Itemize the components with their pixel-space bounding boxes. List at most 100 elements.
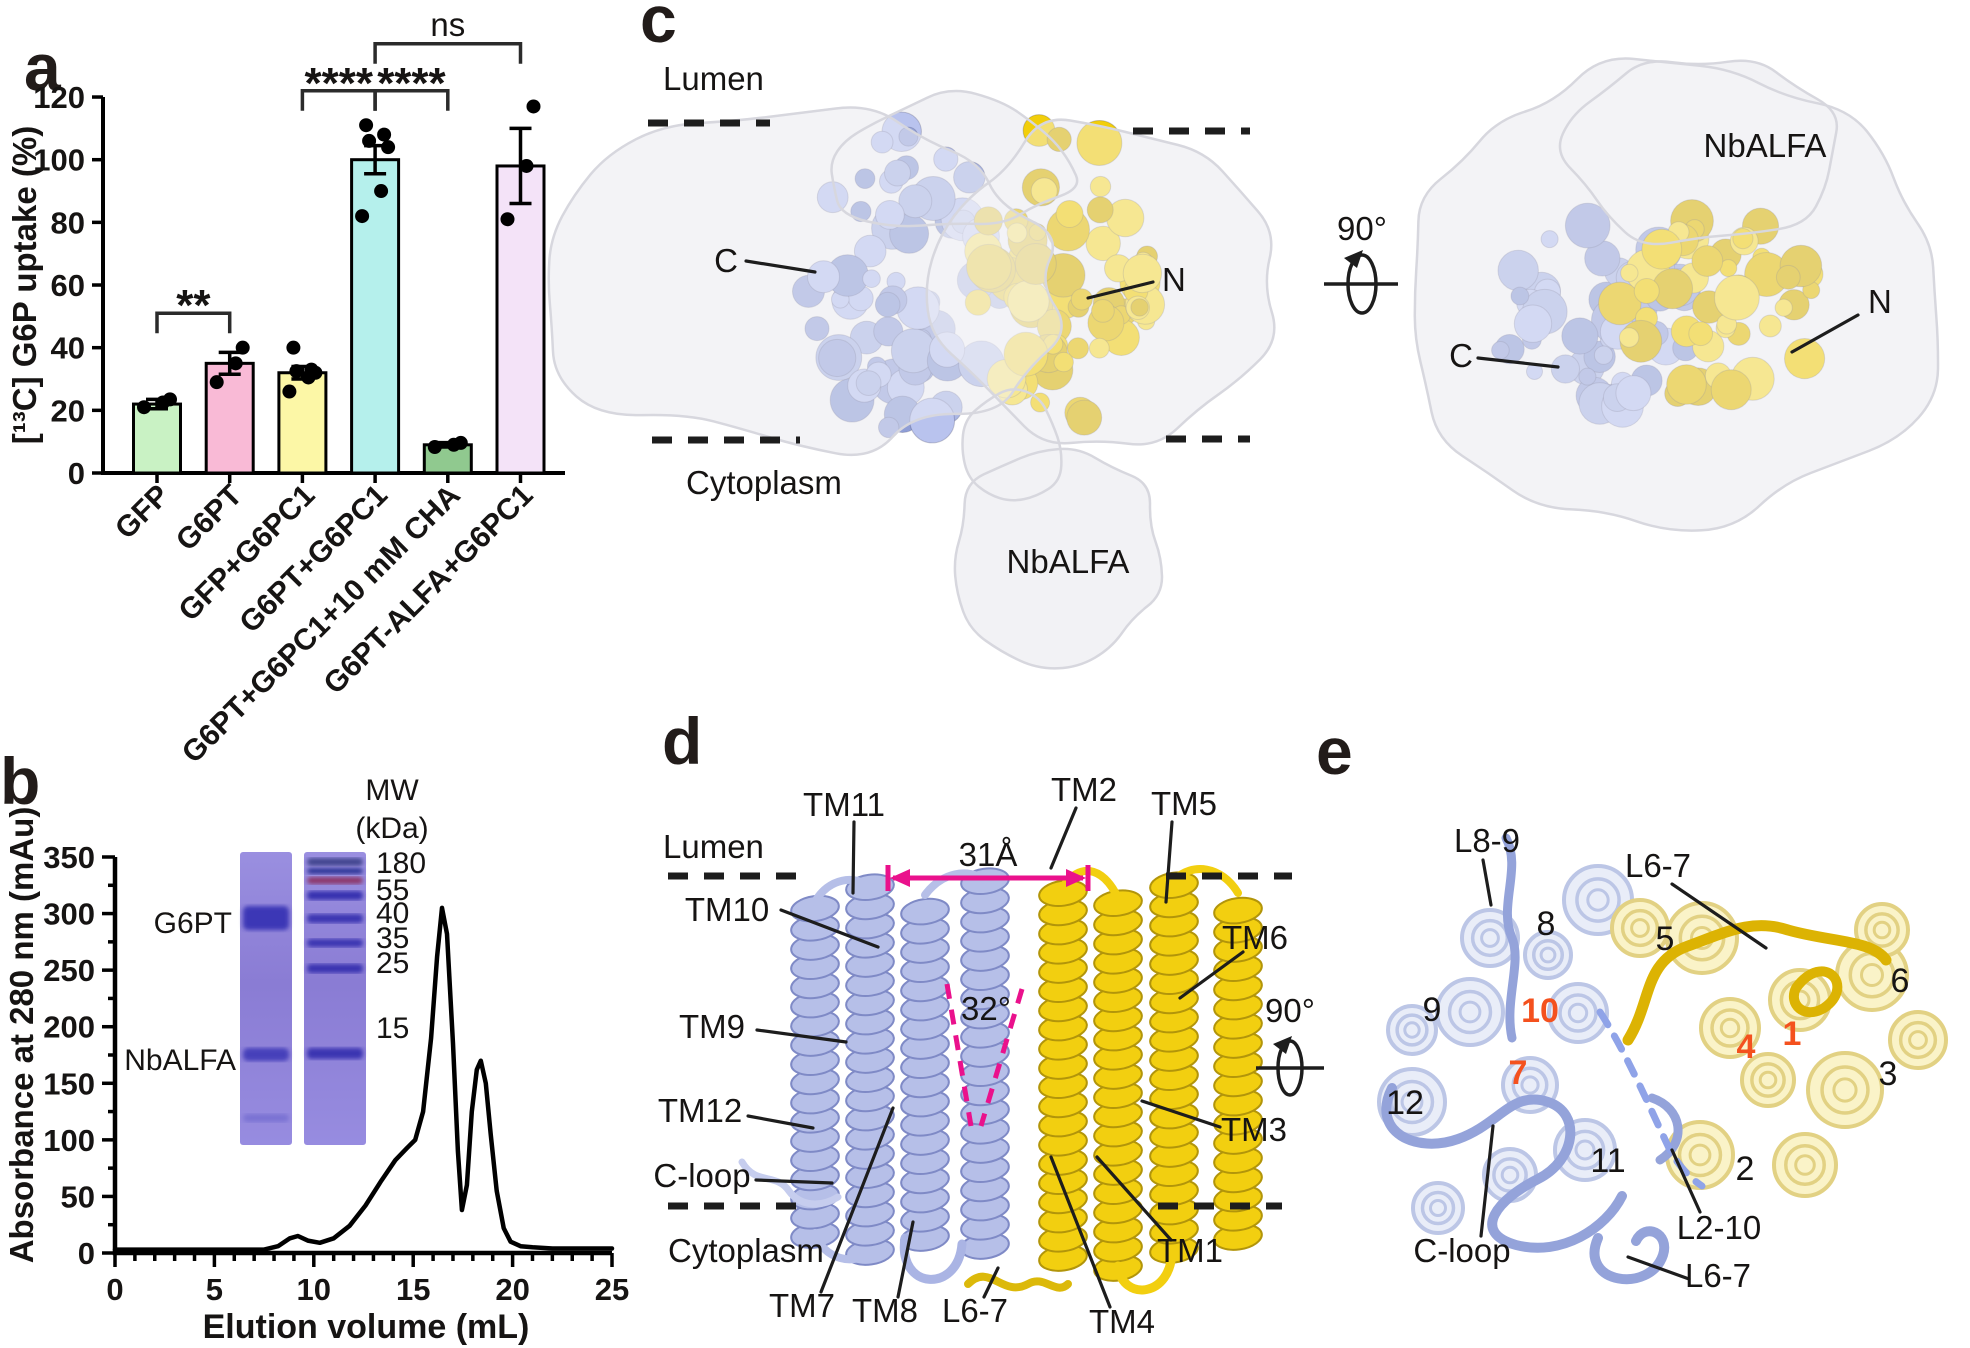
c-loop-label: C-loop (1413, 1232, 1510, 1269)
tm4-label: TM4 (1089, 1303, 1155, 1340)
data-point (286, 340, 301, 355)
x-axis-title: Elution volume (mL) (203, 1308, 530, 1346)
gel-band (243, 906, 289, 930)
gel-mw-units: (kDa) (355, 812, 428, 845)
helix-3-number: 3 (1879, 1055, 1898, 1093)
tm10-label: TM10 (685, 891, 769, 928)
data-point (374, 184, 389, 199)
n-terminus-label-top: N (1868, 283, 1892, 320)
cytoplasm-label: Cytoplasm (686, 464, 842, 501)
gel-band-label-nbalfa: NbALFA (124, 1044, 236, 1077)
tm8-label: TM8 (852, 1292, 918, 1329)
data-point (289, 364, 304, 379)
rotation-90-label: 90° (1337, 210, 1387, 247)
data-point (362, 133, 377, 148)
significance-label: ** (176, 281, 211, 330)
helix-11-number: 11 (1590, 1142, 1625, 1180)
l2-10-label: L2-10 (1677, 1209, 1761, 1246)
tm5-label: TM5 (1151, 785, 1217, 822)
y-tick-label: 60 (51, 268, 85, 303)
gel-ladder-band (307, 868, 363, 874)
y-tick-label: 100 (33, 143, 85, 178)
nbalfa-label-top: NbALFA (1704, 127, 1827, 164)
helix-4-number: 4 (1737, 1028, 1756, 1066)
rotation-arrowhead (1344, 250, 1363, 268)
l6-7-label: L6-7 (942, 1292, 1008, 1329)
angle-32deg-label: 32° (961, 990, 1011, 1027)
data-point (235, 340, 250, 355)
gel-ladder-band (307, 858, 363, 866)
tm1-label: TM1 (1157, 1232, 1223, 1269)
y-tick-label: 40 (51, 331, 85, 366)
panel-b-label: b (0, 744, 41, 818)
data-point (500, 212, 515, 227)
y-tick-label: 150 (43, 1066, 95, 1101)
gel-ladder-band (307, 891, 363, 900)
x-tick-label: 15 (396, 1272, 430, 1307)
y-tick-label: 100 (43, 1123, 95, 1158)
data-point (304, 362, 319, 377)
membrane-boundary-dashes (668, 872, 1292, 1210)
helix-2-number: 2 (1736, 1150, 1755, 1188)
y-tick-label: 20 (51, 393, 85, 428)
gel-ladder-band (307, 877, 363, 884)
gel-band-label-g6pt: G6PT (154, 907, 232, 940)
tm3-label: TM3 (1221, 1111, 1287, 1148)
y-tick-label: 250 (43, 953, 95, 988)
cryoem-density-art (547, 57, 1940, 670)
tm12-label: TM12 (658, 1092, 742, 1129)
data-point (377, 127, 392, 142)
significance-label: **** (377, 59, 446, 108)
tm11-label: TM11 (803, 786, 885, 823)
helix-10-number: 10 (1521, 992, 1559, 1030)
gel-ladder-band (307, 939, 363, 947)
significance-bracket (373, 42, 523, 64)
l6-7-bottom-label: L6-7 (1685, 1257, 1751, 1294)
gel-ladder-label: 25 (376, 947, 409, 980)
tm2-label: TM2 (1051, 771, 1117, 808)
data-point (137, 400, 151, 415)
gel-lane-ladder (304, 852, 366, 1145)
x-tick-label: 10 (297, 1272, 331, 1307)
c-term-leader-top (1476, 356, 1560, 369)
distance-31A-label: 31Å (959, 836, 1018, 873)
data-point (519, 158, 534, 173)
rotation-icon (1324, 250, 1398, 315)
helix-7-number: 7 (1509, 1054, 1528, 1092)
panel-c-label: c (640, 0, 677, 56)
n-term-leader (1086, 280, 1155, 300)
rotation-90-label: 90° (1265, 992, 1315, 1029)
helix-9-number: 9 (1423, 991, 1442, 1029)
x-tick-label: 20 (495, 1272, 529, 1307)
panel-a-label: a (24, 30, 61, 104)
significance-bracket (155, 311, 232, 334)
disordered-loop-dashed (1596, 1008, 1706, 1190)
distance-arrow-31A (885, 865, 1091, 891)
gel-mw-title: MW (365, 774, 419, 807)
lumen-label: Lumen (663, 60, 764, 97)
bar (350, 158, 401, 475)
c-loop-label: C-loop (653, 1157, 750, 1194)
y-tick-label: 0 (78, 1236, 95, 1271)
gel-ladder-label: 180 (376, 847, 426, 880)
helix-8-number: 8 (1537, 905, 1556, 943)
nbalfa-label-side: NbALFA (1007, 543, 1130, 580)
helix-top-view-art (1377, 833, 1948, 1284)
ribbon-helix-art (738, 865, 1263, 1295)
c-terminus-label-top: C (1449, 337, 1473, 374)
y-tick-label: 50 (61, 1179, 95, 1214)
gel-ladder-label: 55 (376, 874, 409, 907)
y-tick-label: 0 (68, 456, 85, 491)
y-tick-label: 80 (51, 205, 85, 240)
n-term-leader-top (1790, 313, 1860, 354)
rotation-icon (1256, 1036, 1324, 1097)
rotation-arrowhead (1273, 1036, 1292, 1054)
x-tick-label: 0 (106, 1272, 123, 1307)
x-tick-label: 5 (206, 1272, 223, 1307)
panel-e-label: e (1316, 714, 1353, 788)
c-term-leader (744, 259, 817, 274)
data-point (355, 209, 370, 224)
